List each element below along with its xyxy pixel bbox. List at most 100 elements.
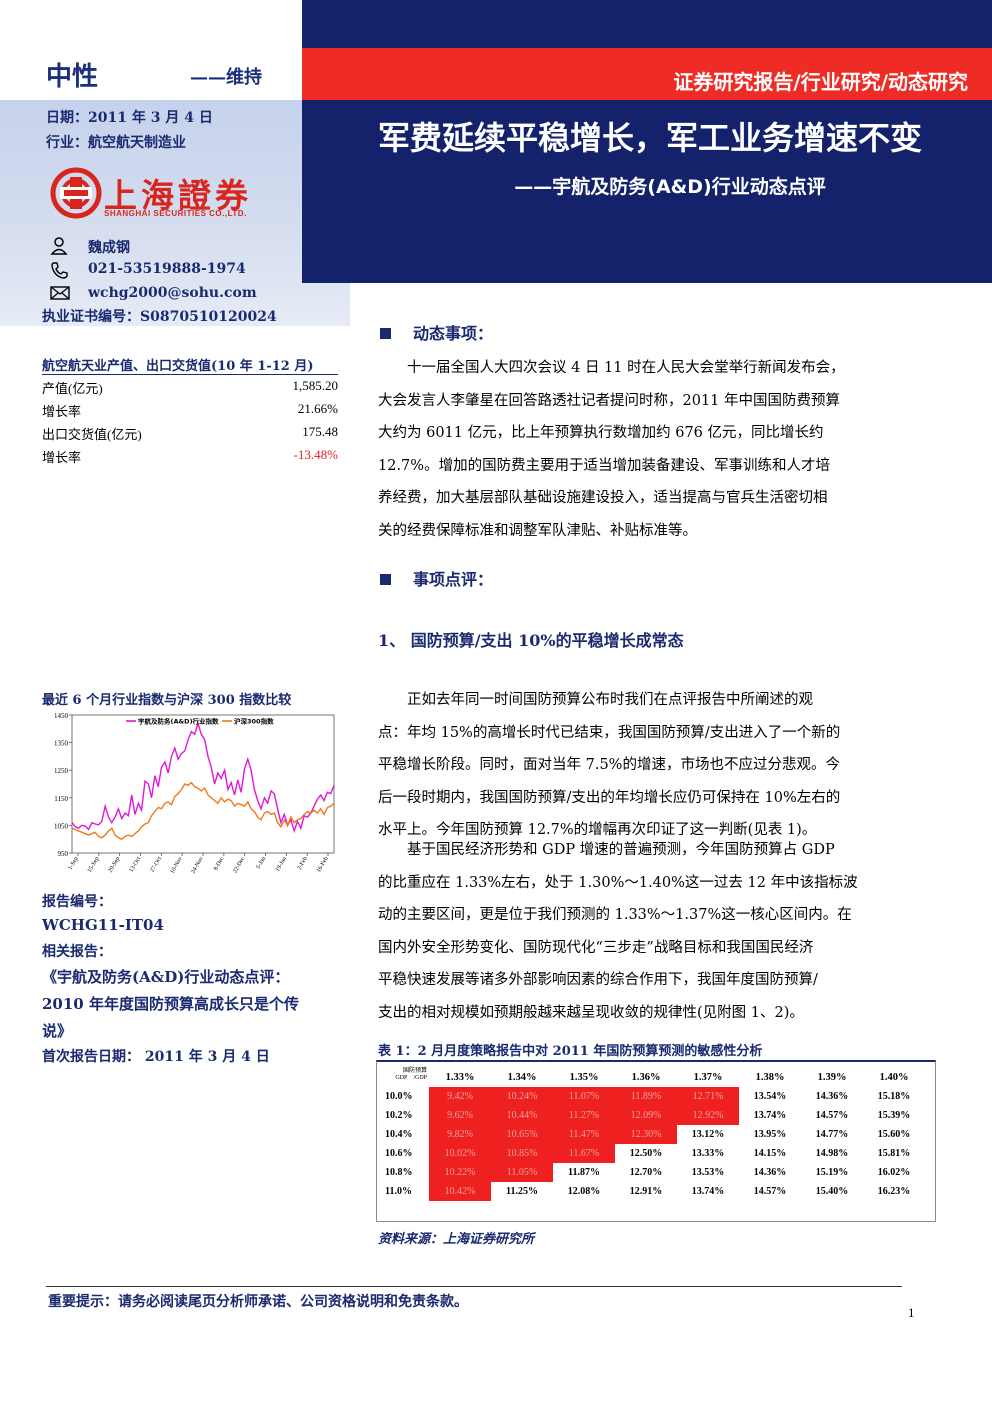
table-cell: 15.60% bbox=[877, 1129, 911, 1140]
table-cell: 13.53% bbox=[691, 1167, 725, 1178]
column-header: 1.40% bbox=[879, 1072, 909, 1083]
row-label: 增长率 bbox=[42, 450, 82, 465]
table-cell: 15.19% bbox=[815, 1167, 849, 1178]
column-header: 1.36% bbox=[631, 1072, 661, 1083]
paragraph-line: 关的经费保障标准和调整军队津贴、补贴标准等。 bbox=[378, 522, 697, 539]
divider bbox=[42, 374, 338, 375]
table-cell: 14.36% bbox=[753, 1167, 787, 1178]
logo-emblem-icon bbox=[50, 167, 102, 219]
table-header-row: 国防预算 GDP /GDP 1.33% 1.34% 1.35% 1.36% 1.37% 1… bbox=[385, 1068, 925, 1087]
output-table-row: 产值(亿元) 1,585.20 bbox=[42, 378, 338, 401]
table-cell: 14.77% bbox=[815, 1129, 849, 1140]
row-header: 10.0% bbox=[385, 1091, 413, 1102]
sensitivity-table-box: 国防预算 GDP /GDP 1.33% 1.34% 1.35% 1.36% 1.37% 1… bbox=[376, 1060, 936, 1222]
table-cell: 13.74% bbox=[691, 1186, 725, 1197]
chart-title: 最近 6 个月行业指数与沪深 300 指数比较 bbox=[42, 693, 292, 708]
output-table-row: 增长率 -13.48% bbox=[42, 447, 338, 470]
row-value: 175.48 bbox=[302, 424, 338, 439]
output-table-title: 航空航天业产值、出口交货值(10 年 1-12 月) bbox=[42, 359, 314, 374]
table-cell: 15.81% bbox=[877, 1148, 911, 1159]
rating-change: ——维持 bbox=[190, 67, 262, 88]
table-row: 11.0% 10.42% 11.25% 12.08% 12.91% 13.74% 14.57… bbox=[385, 1182, 925, 1201]
paragraph-line: 支出的相对规模如预期般越来越呈现收敛的规律性(见附图 1、2)。 bbox=[378, 1004, 804, 1021]
table-cell: 11.27% bbox=[553, 1106, 615, 1125]
x-tick-label: 1-Sep bbox=[68, 856, 80, 871]
column-header: 1.37% bbox=[693, 1072, 723, 1083]
table-row: 10.4% 9.82% 10.65% 11.47% 12.30% 13.12% 13.95%… bbox=[385, 1125, 925, 1144]
events-paragraph: 十一届全国人大四次会议 4 日 11 时在人民大会堂举行新闻发布会， 大会发言人李… bbox=[378, 352, 922, 547]
x-tick-label: 13-Oct bbox=[129, 856, 143, 874]
main-title: 军费延续平稳增长，军工业务增速不变 bbox=[377, 119, 922, 157]
analyst-email[interactable]: wchg2000@sohu.com bbox=[88, 285, 257, 301]
table-cell: 13.54% bbox=[753, 1091, 787, 1102]
x-tick-label: 2-Feb bbox=[297, 856, 309, 871]
industry: 行业：航空航天制造业 bbox=[46, 135, 186, 151]
table-cell: 9.82% bbox=[429, 1125, 491, 1144]
table-row: 10.2% 9.62% 10.44% 11.27% 12.09% 12.92% 13.74%… bbox=[385, 1106, 925, 1125]
shanghai-securities-logo: 上海證券 SHANGHAI SECURITIES CO.,LTD. bbox=[48, 167, 278, 227]
table-cell: 14.57% bbox=[753, 1186, 787, 1197]
paragraph-line: 平稳增长阶段。同时，面对当年 7.5%的增速，市场也不应过分悲观。今 bbox=[378, 757, 840, 773]
series-line bbox=[71, 781, 335, 841]
column-header: 1.35% bbox=[569, 1072, 599, 1083]
left-info-panel bbox=[0, 100, 350, 326]
y-tick-label: 1250 bbox=[54, 767, 69, 775]
table-cell: 11.25% bbox=[506, 1186, 538, 1197]
report-type: 证券研究报告/行业研究/动态研究 bbox=[673, 70, 968, 94]
table-cell: 12.70% bbox=[629, 1167, 663, 1178]
commentary-paragraph: 基于国民经济形势和 GDP 增速的普遍预测，今年国防预算占 GDP 的比重应在 1… bbox=[378, 834, 922, 1029]
table-cell: 12.30% bbox=[615, 1125, 677, 1144]
column-header: 1.38% bbox=[755, 1072, 785, 1083]
table-cell: 11.47% bbox=[553, 1125, 615, 1144]
x-tick-label: 19-Jan bbox=[275, 856, 288, 873]
row-value: 21.66% bbox=[297, 401, 338, 416]
table-cell: 12.08% bbox=[567, 1186, 601, 1197]
y-tick-label: 1350 bbox=[54, 740, 69, 748]
paragraph-line: 大约为 6011 亿元，比上年预算执行数增加约 676 亿元，同比增长约 bbox=[378, 425, 824, 441]
paragraph-line: 基于国民经济形势和 GDP 增速的普遍预测，今年国防预算占 GDP bbox=[407, 842, 835, 858]
footer-note: 重要提示：请务必阅读尾页分析师承诺、公司资格说明和免责条款。 bbox=[48, 1294, 468, 1310]
table-cell: 12.92% bbox=[677, 1106, 739, 1125]
row-value: 1,585.20 bbox=[292, 378, 339, 393]
table-cell: 9.62% bbox=[429, 1106, 491, 1125]
paragraph-line: 点：年均 15%的高增长时代已结束，我国国防预算/支出进入了一个新的 bbox=[378, 724, 841, 741]
row-value: -13.48% bbox=[293, 447, 338, 462]
row-header: 10.2% bbox=[385, 1110, 413, 1121]
table-cell: 11.87% bbox=[568, 1167, 600, 1178]
table-cell: 10.22% bbox=[429, 1163, 491, 1182]
table-cell: 10.65% bbox=[491, 1125, 553, 1144]
row-label: 增长率 bbox=[42, 404, 82, 419]
row-label: 出口交货值(亿元) bbox=[42, 427, 142, 442]
paragraph-line: 正如去年同一时间国防预算公布时我们在点评报告中所阐述的观 bbox=[407, 692, 813, 708]
paragraph-line: 养经费，加大基层部队基础设施建设投入，适当提高与官兵生活密切相 bbox=[378, 490, 828, 506]
section-heading-events: 动态事项： bbox=[380, 320, 493, 344]
table-cell: 10.85% bbox=[491, 1144, 553, 1163]
sub-title: ——宇航及防务(A&D)行业动态点评 bbox=[514, 176, 826, 198]
sub-heading: 1、 国防预算/支出 10%的平稳增长成常态 bbox=[378, 631, 684, 650]
row-header: 10.4% bbox=[385, 1129, 413, 1140]
row-header: 10.8% bbox=[385, 1167, 413, 1178]
legend-label: 宇航及防务(A&D)行业指数 bbox=[138, 717, 219, 726]
column-header: 1.39% bbox=[817, 1072, 847, 1083]
related-report-line[interactable]: 《宇航及防务(A&D)行业动态点评： bbox=[42, 968, 290, 986]
logo-text: 上海證券 bbox=[104, 176, 252, 215]
analyst-phone: 021-53519888-1974 bbox=[88, 261, 246, 277]
table-cell: 13.74% bbox=[753, 1110, 787, 1121]
plot-area bbox=[71, 714, 335, 854]
paragraph-line: 水平上。今年国防预算 12.7%的增幅再次印证了这一判断(见表 1)。 bbox=[378, 822, 817, 838]
table-cell: 12.50% bbox=[629, 1148, 663, 1159]
table-cell: 10.24% bbox=[491, 1087, 553, 1106]
output-table-row: 增长率 21.66% bbox=[42, 401, 338, 424]
commentary-paragraph: 正如去年同一时间国防预算公布时我们在点评报告中所阐述的观点：年均 15%的高增长… bbox=[378, 684, 922, 847]
x-tick-label: 22-Dec bbox=[232, 856, 246, 875]
output-table-row: 出口交货值(亿元) 175.48 bbox=[42, 424, 338, 447]
paragraph-line: 平稳快速发展等诸多外部影响因素的综合作用下，我国年度国防预算/ bbox=[378, 972, 818, 988]
section-heading-commentary: 事项点评： bbox=[380, 566, 493, 590]
related-report-line[interactable]: 说》 bbox=[42, 1022, 73, 1040]
title-banner bbox=[302, 0, 992, 283]
table-cell: 14.36% bbox=[815, 1091, 849, 1102]
paragraph-line: 动的主要区间，更是位于我们预测的 1.33%～1.37%这一核心区间内。在 bbox=[378, 907, 852, 923]
table-cell: 11.89% bbox=[615, 1087, 677, 1106]
related-report-line[interactable]: 2010 年年度国防预算高成长只是个传 bbox=[42, 995, 299, 1013]
table-cell: 10.02% bbox=[429, 1144, 491, 1163]
